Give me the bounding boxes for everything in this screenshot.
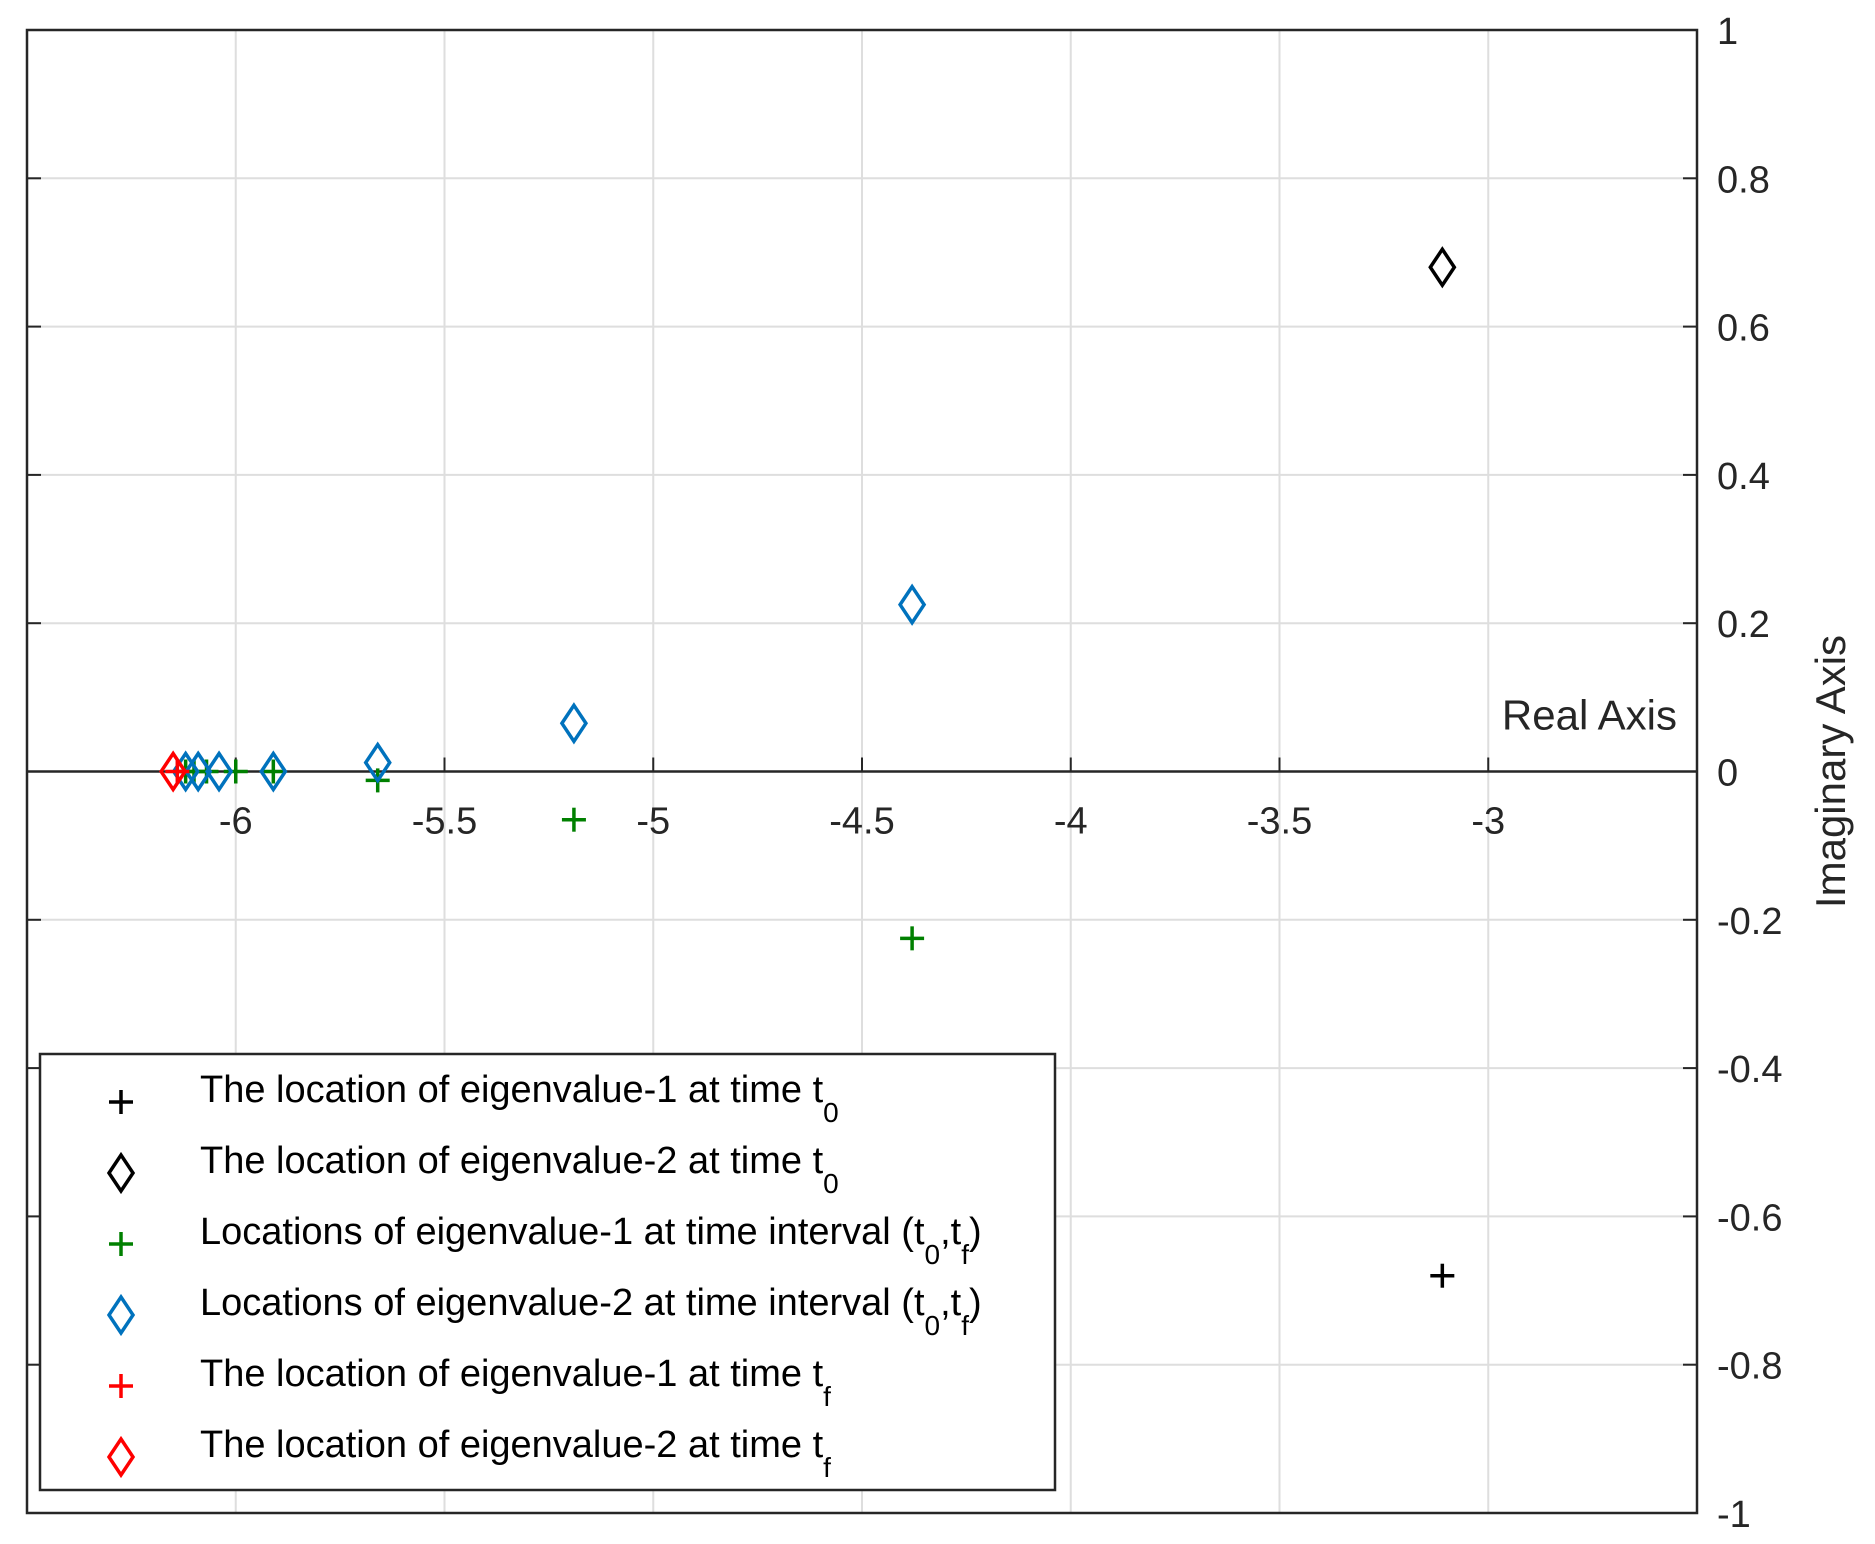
x-tick-label: -6	[219, 801, 253, 843]
plus-marker	[1430, 1263, 1455, 1288]
y-axis-title: Imaginary Axis	[1807, 635, 1854, 908]
axes	[25, 28, 1699, 1515]
x-tick-label: -4	[1054, 801, 1088, 843]
legend-item: The location of eigenvalue-1 at time tf	[109, 1353, 831, 1412]
series-3	[173, 759, 925, 951]
diamond-marker	[159, 750, 188, 793]
legend: The location of eigenvalue-1 at time t0 T…	[38, 1052, 1057, 1492]
series-4	[171, 583, 927, 793]
series-2	[1428, 246, 1457, 289]
diamond-marker	[184, 750, 213, 793]
plus-marker	[561, 807, 586, 832]
legend-label: The location of eigenvalue-1 at time t0	[200, 1069, 839, 1128]
legend-label: Locations of eigenvalue-2 at time interv…	[200, 1282, 982, 1341]
legend-item: The location of eigenvalue-1 at time t0	[109, 1069, 839, 1128]
plus-marker	[261, 759, 286, 784]
x-tick-labels: -6 -5.5 -5 -4.5 -4 -3.5 -3	[219, 801, 1505, 843]
y-tick-label: 0.2	[1717, 604, 1770, 646]
plus-marker	[109, 1232, 133, 1256]
diamond-marker	[897, 583, 927, 626]
y-tick-label: 0.6	[1717, 308, 1770, 350]
data-points	[159, 246, 1457, 1288]
y-tick-label: 0.4	[1717, 456, 1770, 498]
legend-box	[38, 1052, 1057, 1492]
y-tick-label: -0.4	[1717, 1049, 1782, 1091]
x-tick-label: -4.5	[829, 801, 894, 843]
legend-item: The location of eigenvalue-2 at time t0	[106, 1140, 839, 1199]
legend-label: The location of eigenvalue-1 at time tf	[200, 1353, 831, 1412]
plus-marker	[223, 759, 248, 784]
x-axis-title: Real Axis	[1502, 692, 1677, 739]
series-1	[1430, 1263, 1455, 1288]
legend-label: The location of eigenvalue-2 at time t0	[200, 1140, 839, 1199]
x-tick-label: -3.5	[1247, 801, 1312, 843]
diamond-marker	[106, 1435, 136, 1479]
x-tick-label: -3	[1471, 801, 1505, 843]
legend-item: Locations of eigenvalue-2 at time interv…	[106, 1282, 982, 1341]
series-6	[159, 750, 188, 793]
diamond-marker	[1428, 246, 1457, 289]
plus-marker	[109, 1090, 133, 1114]
y-tick-label: -0.2	[1717, 901, 1782, 943]
legend-label: Locations of eigenvalue-1 at time interv…	[200, 1211, 982, 1270]
y-tick-label: -0.6	[1717, 1197, 1782, 1239]
legend-item: The location of eigenvalue-2 at time tf	[106, 1424, 831, 1483]
y-tick-label: -0.8	[1717, 1346, 1782, 1388]
y-tick-label: 0	[1717, 753, 1738, 795]
y-tick-label: -1	[1717, 1494, 1751, 1536]
diamond-marker	[106, 1151, 136, 1195]
diamond-marker	[106, 1293, 136, 1337]
diamond-marker	[363, 741, 392, 784]
plus-marker	[900, 926, 925, 951]
legend-item: Locations of eigenvalue-1 at time interv…	[109, 1211, 982, 1270]
plus-marker	[109, 1374, 133, 1398]
y-tick-label: 1	[1717, 11, 1738, 53]
x-tick-label: -5	[636, 801, 670, 843]
diamond-marker	[259, 750, 288, 793]
diamond-marker	[559, 702, 589, 745]
legend-label: The location of eigenvalue-2 at time tf	[200, 1424, 831, 1483]
y-tick-labels: 1 0.8 0.6 0.4 0.2 0 -0.2 -0.4 -0.6 -0.8 -1	[1717, 11, 1782, 1536]
y-tick-label: 0.8	[1717, 159, 1770, 201]
x-tick-label: -5.5	[412, 801, 477, 843]
diamond-marker	[204, 750, 234, 793]
